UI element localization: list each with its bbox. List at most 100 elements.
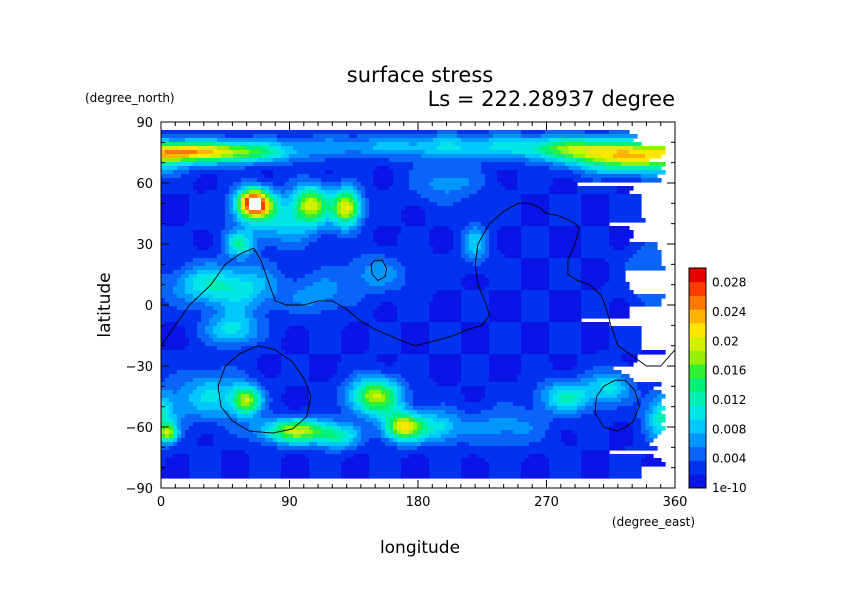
heatmap-cell: [521, 274, 550, 279]
heatmap-cell: [581, 198, 610, 203]
heatmap-cell: [325, 198, 334, 203]
heatmap-cell: [609, 474, 642, 479]
heatmap-cell: [341, 410, 354, 415]
heatmap-cell: [337, 386, 346, 391]
heatmap-cell: [233, 406, 238, 411]
heatmap-cell: [581, 466, 610, 471]
heatmap-cell: [621, 374, 630, 379]
heatmap-cell: [357, 234, 374, 239]
heatmap-cell: [517, 182, 554, 187]
heatmap-cell: [489, 230, 498, 235]
heatmap-cell: [445, 426, 454, 431]
heatmap-cell: [293, 210, 298, 215]
heatmap-cell: [521, 222, 550, 227]
heatmap-cell: [413, 390, 462, 395]
heatmap-cell: [461, 350, 490, 355]
heatmap-cell: [237, 434, 258, 439]
heatmap-cell: [245, 190, 250, 195]
colorbar-label: 1e-10: [712, 481, 747, 495]
heatmap-cell: [445, 190, 450, 195]
heatmap-cell: [185, 326, 198, 331]
heatmap-cell: [221, 234, 226, 239]
heatmap-cell: [489, 378, 518, 383]
heatmap-cell: [165, 426, 170, 431]
heatmap-cell: [521, 210, 550, 215]
heatmap-cell: [409, 186, 434, 191]
heatmap-cell: [489, 326, 522, 331]
heatmap-cell: [549, 342, 582, 347]
heatmap-cell: [597, 378, 618, 383]
heatmap-cell: [505, 254, 522, 259]
heatmap-cell: [641, 402, 650, 407]
heatmap-cell: [189, 206, 226, 211]
heatmap-cell: [581, 302, 610, 307]
heatmap-cell: [393, 278, 406, 283]
heatmap-cell: [593, 178, 602, 183]
heatmap-cell: [429, 462, 462, 467]
heatmap-cell: [365, 382, 386, 387]
heatmap-cell: [309, 242, 378, 247]
heatmap-cell: [193, 182, 218, 187]
heatmap-cell: [353, 210, 358, 215]
heatmap-cell: [337, 286, 402, 291]
heatmap-cell: [481, 230, 490, 235]
heatmap-cell: [337, 218, 342, 223]
heatmap-cell: [273, 274, 286, 279]
heatmap-cell: [481, 246, 486, 251]
heatmap-cell: [257, 306, 338, 311]
heatmap-cell: [521, 230, 550, 235]
heatmap-cell: [269, 214, 274, 219]
heatmap-cell: [521, 350, 550, 355]
heatmap-cell: [385, 442, 398, 447]
heatmap-cell: [461, 466, 490, 471]
heatmap-cell: [413, 394, 466, 399]
heatmap-cell: [325, 298, 362, 303]
heatmap-cell: [201, 394, 222, 399]
heatmap-cell: [173, 430, 178, 435]
heatmap-cell: [545, 158, 558, 163]
heatmap-cell: [369, 474, 402, 479]
heatmap-cell: [169, 374, 250, 379]
heatmap-cell: [225, 330, 238, 335]
heatmap-cell: [393, 170, 410, 175]
heatmap-cell: [413, 430, 418, 435]
heatmap-cell: [277, 138, 326, 143]
colorbar-swatch: [689, 419, 706, 434]
heatmap-cell: [381, 418, 386, 423]
colorbar-swatch: [689, 323, 706, 338]
heatmap-cell: [521, 366, 554, 371]
heatmap-cell: [577, 158, 586, 163]
heatmap-cell: [257, 366, 282, 371]
heatmap-cell: [397, 238, 430, 243]
heatmap-cell: [601, 178, 642, 183]
heatmap-cell: [281, 146, 294, 151]
heatmap-cell: [437, 130, 458, 135]
heatmap-cell: [345, 446, 358, 451]
heatmap-cell: [309, 394, 338, 399]
heatmap-cell: [433, 178, 470, 183]
heatmap-cell: [401, 346, 430, 351]
heatmap-cell: [405, 274, 466, 279]
heatmap-cell: [197, 150, 214, 155]
heatmap-cell: [461, 418, 490, 423]
heatmap-cell: [269, 270, 282, 275]
heatmap-cell: [165, 458, 190, 463]
heatmap-cell: [225, 234, 230, 239]
heatmap-cell: [581, 326, 610, 331]
heatmap-cell: [609, 242, 630, 247]
heatmap-cell: [521, 298, 550, 303]
heatmap-cell: [477, 226, 486, 231]
heatmap-cell: [241, 222, 250, 227]
heatmap-cell: [369, 138, 434, 143]
heatmap-cell: [269, 402, 286, 407]
heatmap-cell: [289, 406, 302, 411]
heatmap-cell: [233, 206, 238, 211]
heatmap-cell: [173, 170, 190, 175]
heatmap-cell: [273, 174, 298, 179]
heatmap-cell: [401, 426, 410, 431]
heatmap-cell: [497, 178, 518, 183]
heatmap-cell: [217, 254, 230, 259]
heatmap-cell: [281, 474, 310, 479]
heatmap-cell: [265, 390, 270, 395]
heatmap-cell: [361, 190, 366, 195]
